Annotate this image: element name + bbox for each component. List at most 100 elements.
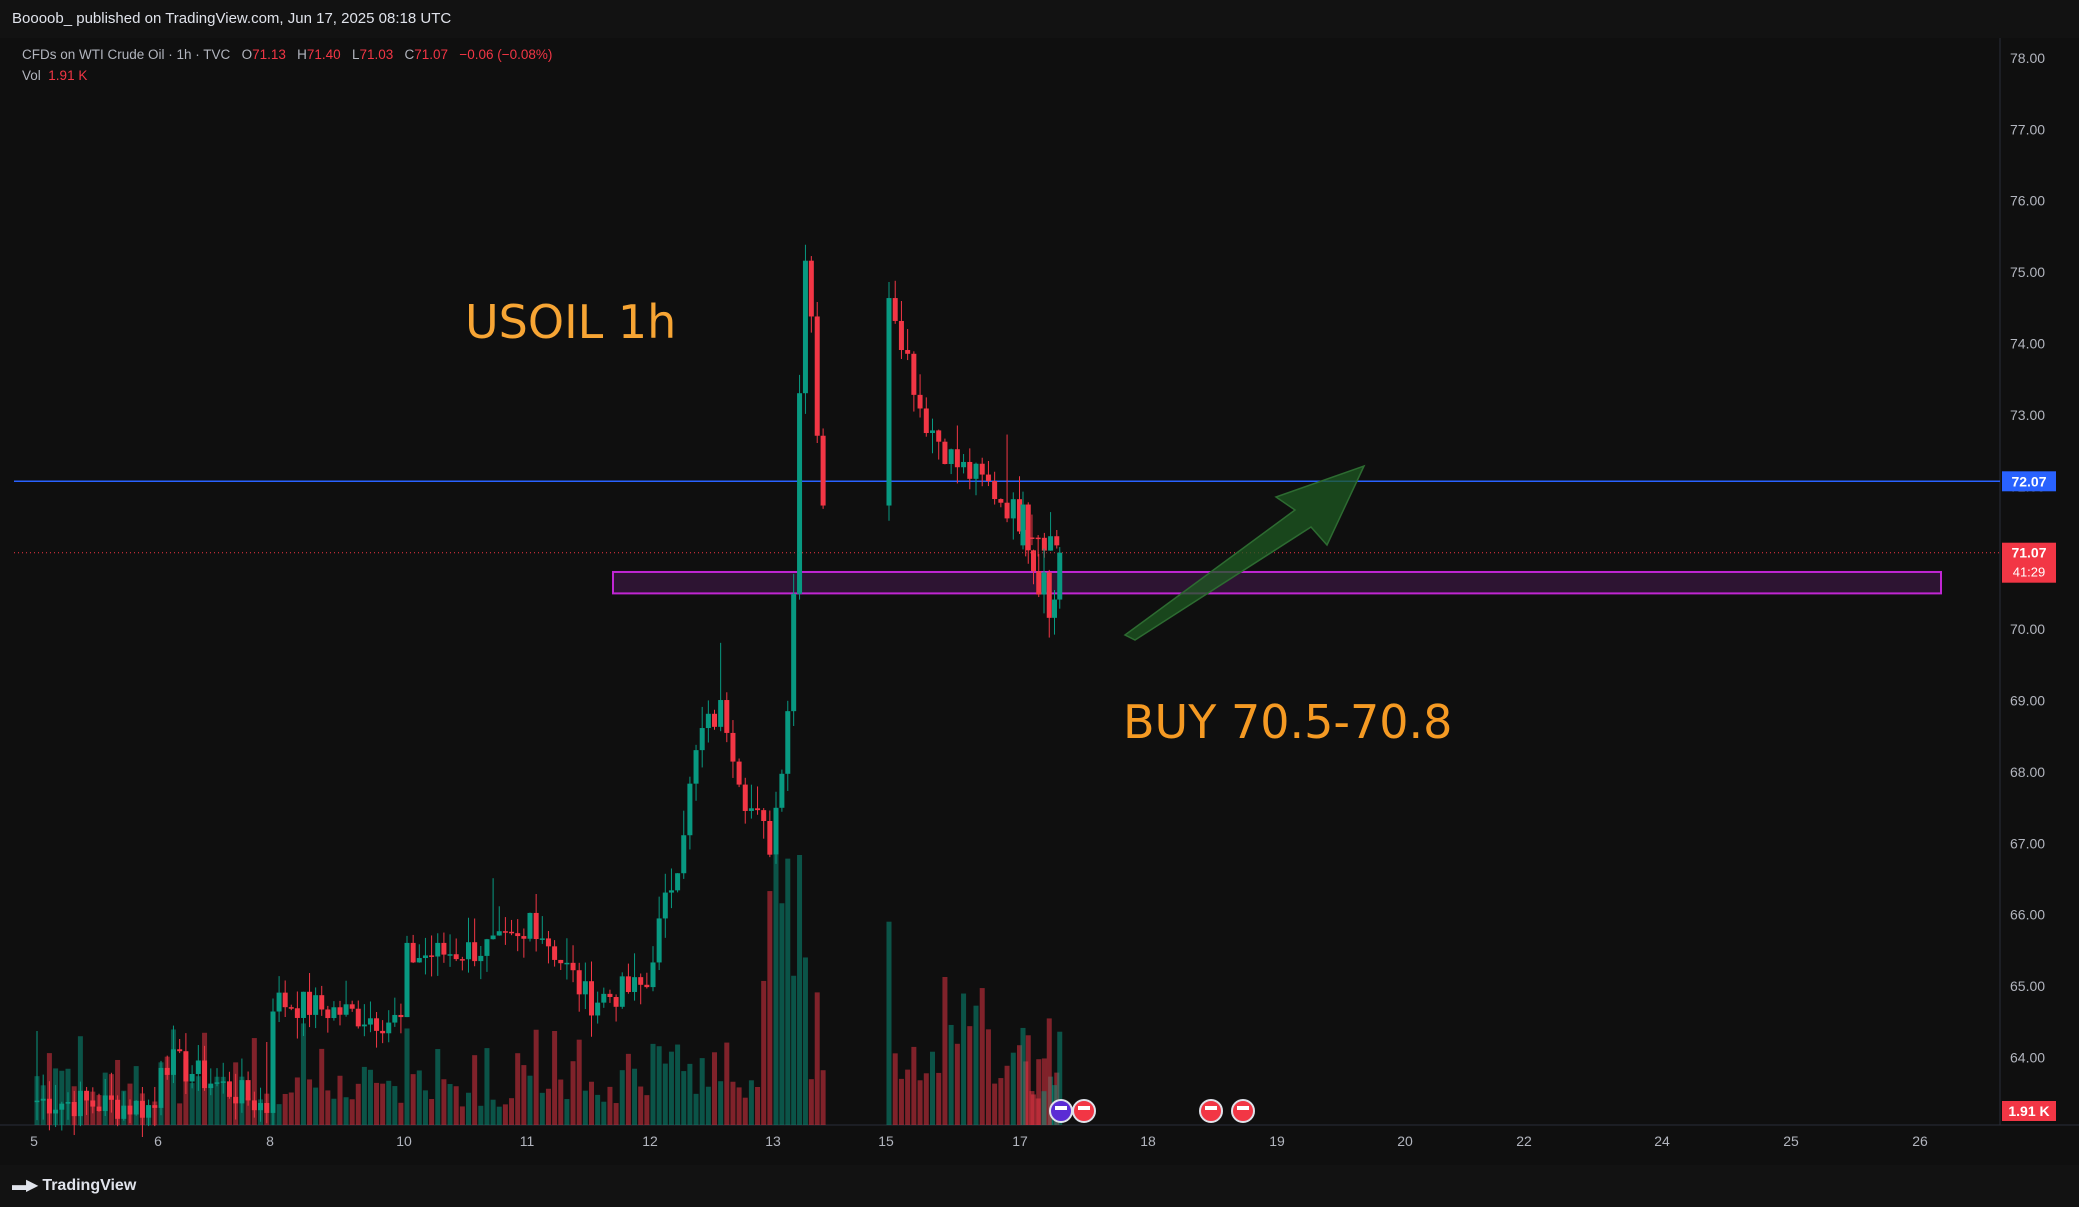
candle-body	[521, 936, 527, 939]
volume-bar	[374, 1082, 380, 1125]
tradingview-icon: ▬▶	[12, 1177, 38, 1194]
legend-change: −0.06 (−0.08%)	[459, 47, 553, 62]
candle-body	[115, 1099, 121, 1119]
candle-body	[1023, 531, 1029, 538]
volume-bar	[730, 1081, 736, 1125]
volume-bar	[761, 980, 767, 1125]
us-flag-icon	[1072, 1099, 1096, 1123]
tradingview-logo[interactable]: ▬▶ TradingView	[12, 1175, 136, 1195]
brand-name: TradingView	[42, 1177, 137, 1194]
volume-bar	[300, 1023, 306, 1125]
candle-body	[797, 393, 803, 594]
candle-body	[337, 1007, 343, 1015]
candle-body	[410, 942, 416, 963]
volume-bar	[472, 1055, 478, 1125]
volume-bar	[313, 1087, 319, 1125]
volume-bar	[392, 1086, 398, 1125]
volume-bar	[214, 1076, 220, 1125]
candle-body	[325, 1009, 331, 1019]
volume-bar	[892, 1053, 898, 1125]
candle-body	[564, 962, 570, 965]
candle-body	[1029, 537, 1035, 539]
candle-body	[208, 1083, 214, 1089]
candle-body	[264, 1103, 270, 1113]
volume-bar	[613, 1103, 619, 1125]
volume-bar	[422, 1090, 428, 1125]
volume-bar	[343, 1097, 349, 1125]
candle-body	[164, 1067, 170, 1075]
last-price-tag	[2002, 542, 2056, 583]
volume-bar	[133, 1066, 139, 1125]
candle-body	[53, 1109, 59, 1114]
volume-bar	[521, 1065, 527, 1125]
candle-body	[1010, 499, 1016, 519]
y-tick-label: 75.00	[2010, 264, 2045, 280]
candle-body	[1020, 504, 1026, 546]
candle-body	[998, 499, 1004, 503]
candle-body	[355, 1008, 361, 1027]
candle-body	[1025, 504, 1031, 551]
candle-body	[923, 408, 929, 434]
legend-symbol: CFDs on WTI Crude Oil · 1h · TVC	[22, 47, 231, 62]
candle-body	[270, 1011, 276, 1113]
volume-bar	[1057, 1031, 1063, 1125]
volume-bar	[791, 975, 797, 1125]
candle-body	[515, 933, 521, 937]
price-chart[interactable]: USOIL 1h BUY 70.5-70.8 78.00 77.00 76.00 75.…	[0, 38, 2079, 1165]
candle-body	[942, 441, 948, 465]
x-tick-label: 17	[1012, 1133, 1028, 1149]
candle-body	[170, 1049, 176, 1075]
volume-bar	[917, 1080, 923, 1125]
volume-bar	[195, 1076, 201, 1125]
volume-bar	[699, 1058, 705, 1125]
candle-body	[96, 1106, 102, 1112]
volume-bar	[693, 1093, 699, 1125]
volume-bar	[998, 1078, 1004, 1125]
x-tick-label: 22	[1516, 1133, 1532, 1149]
candle-body	[936, 430, 942, 442]
candle-body	[898, 320, 904, 351]
candle-body	[632, 977, 638, 993]
candle-body	[724, 700, 730, 733]
volume-bar	[502, 1104, 508, 1125]
candle-body	[502, 931, 508, 933]
candle-body	[755, 808, 761, 811]
candle-body	[967, 461, 973, 479]
volume-bar	[681, 1071, 687, 1125]
volume-bar	[662, 1063, 668, 1125]
candle-body	[570, 962, 576, 971]
candle-body	[699, 728, 705, 751]
candle-body	[429, 955, 435, 957]
candle-body	[948, 449, 954, 465]
volume-bar	[808, 1079, 814, 1125]
candle-body	[152, 1105, 158, 1108]
candle-body	[127, 1105, 133, 1115]
volume-bar	[177, 1103, 183, 1125]
candle-body	[539, 938, 545, 940]
candle-body	[1041, 572, 1047, 595]
candle-body	[386, 1022, 392, 1034]
volume-bar	[466, 1092, 471, 1125]
volume-bar	[607, 1086, 613, 1125]
candle-body	[158, 1067, 164, 1108]
y-tick-label: 65.00	[2010, 978, 2045, 994]
volume-bar	[668, 1051, 674, 1125]
candle-body	[453, 954, 459, 960]
candle-body	[349, 1004, 355, 1009]
candle-body	[625, 976, 631, 993]
volume-bar	[601, 1101, 607, 1125]
volume-bar	[208, 1085, 214, 1125]
candle-body	[367, 1018, 373, 1025]
candle-body	[595, 1002, 601, 1016]
candle-body	[601, 993, 607, 1003]
volume-bar	[251, 1038, 257, 1125]
flag-stripe-icon	[1078, 1106, 1090, 1110]
x-tick-label: 18	[1140, 1133, 1156, 1149]
candle-body	[1036, 571, 1042, 595]
candle-body	[276, 992, 282, 1012]
volume-bar	[325, 1090, 331, 1125]
candles	[34, 244, 1063, 1138]
y-tick-label: 78.00	[2010, 50, 2045, 66]
candle-body	[496, 931, 502, 936]
volume-bar	[527, 1075, 533, 1125]
